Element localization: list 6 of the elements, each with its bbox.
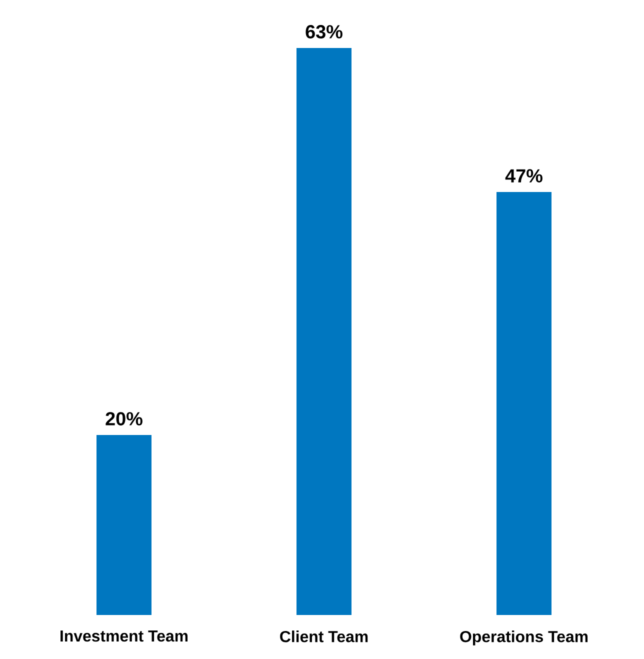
data-label: 63% <box>306 25 342 38</box>
data-label: 47% <box>505 169 542 182</box>
x-tick-label: Client Team <box>280 630 368 642</box>
x-tick-label: Operations Team <box>460 630 588 646</box>
x-tick-label: Investment Team <box>60 630 188 642</box>
data-label: 20% <box>106 412 142 426</box>
